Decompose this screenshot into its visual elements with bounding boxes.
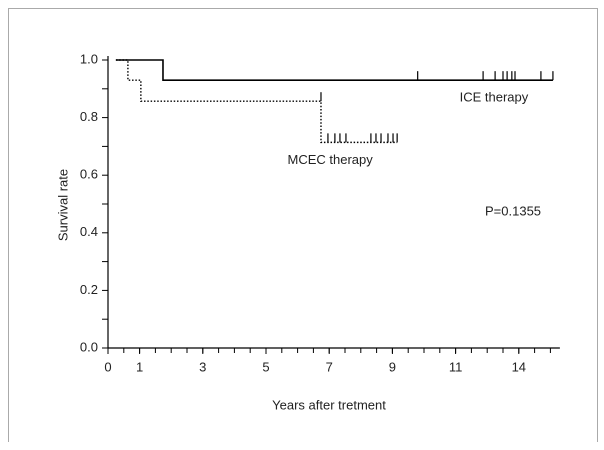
x-tick-label: 7: [326, 359, 333, 374]
x-tick-label: 3: [199, 359, 206, 374]
x-axis-label: Years after tretment: [272, 397, 386, 412]
y-tick-label: 0.4: [80, 224, 98, 239]
survival-curve: [115, 59, 398, 144]
y-tick-label: 0.8: [80, 109, 98, 124]
x-tick-label: 1: [136, 359, 143, 374]
y-axis-label: Survival rate: [55, 169, 70, 241]
x-tick-label: 5: [262, 359, 269, 374]
p-value-annotation: P=0.1355: [485, 203, 541, 218]
x-tick-label: 14: [512, 359, 526, 374]
y-tick-label: 1.0: [80, 51, 98, 66]
y-tick-label: 0.0: [80, 339, 98, 354]
legend-label: MCEC therapy: [288, 152, 374, 167]
y-tick-label: 0.6: [80, 167, 98, 182]
x-tick-label: 11: [449, 359, 463, 374]
survival-curve: [115, 59, 553, 81]
frame: [8, 8, 598, 442]
legend-label: ICE therapy: [460, 90, 529, 105]
y-tick-label: 0.2: [80, 282, 98, 297]
x-tick-label: 9: [389, 359, 396, 374]
x-tick-label: 0: [104, 359, 111, 374]
